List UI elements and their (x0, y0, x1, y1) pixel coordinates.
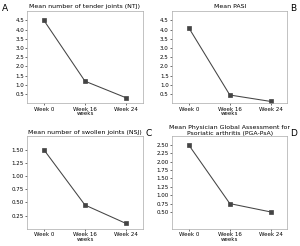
Title: Mean number of swollen joints (NSJ): Mean number of swollen joints (NSJ) (28, 130, 142, 135)
Title: Mean number of tender joints (NTJ): Mean number of tender joints (NTJ) (29, 4, 140, 9)
Text: B: B (290, 4, 297, 13)
Text: C: C (146, 129, 152, 138)
Text: D: D (290, 129, 297, 138)
Title: Mean PASI: Mean PASI (214, 4, 246, 9)
Text: A: A (2, 4, 8, 13)
Title: Mean Physician Global Assessment for Psoriatic arthritis (PGA-PsA): Mean Physician Global Assessment for Pso… (169, 125, 290, 136)
